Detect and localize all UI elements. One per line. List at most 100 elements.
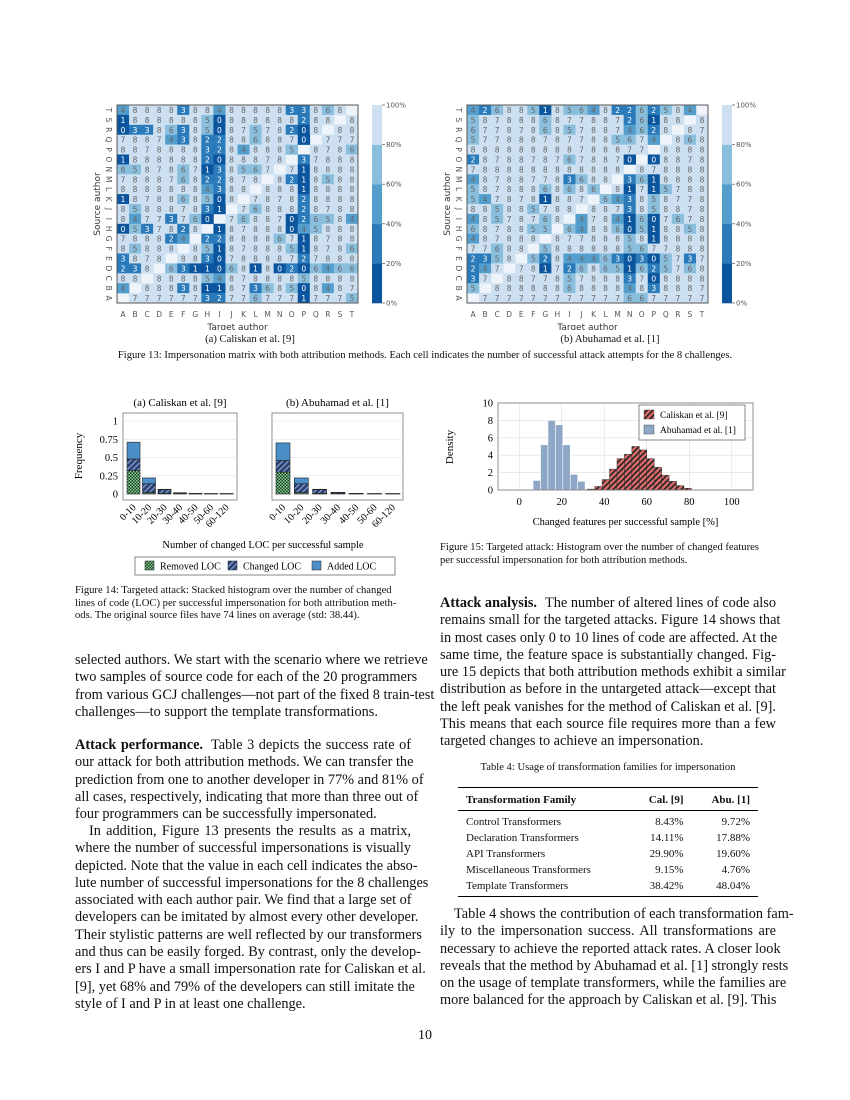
cell-value: 0: [651, 254, 656, 263]
cell-value: 8: [350, 116, 355, 125]
matrix-cell: [527, 204, 540, 215]
impersonation-matrix-caliskan: 4 8 8 8 8 3 8 8 4 8 8 8 8 8 3 3 8 6 81 8 8 8 8 8 8 5 0 8 8 8 8 8 8 2 8 8 80 3…: [93, 102, 406, 331]
matrix-cell: [177, 223, 190, 234]
cell-value: 6: [675, 215, 680, 224]
matrix-cell: [503, 154, 516, 165]
cell-value: 6: [313, 264, 318, 273]
matrix-cell: [527, 124, 540, 135]
matrix-cell: [345, 134, 359, 145]
matrix-cell: [225, 154, 238, 165]
cell-value: 3: [133, 264, 138, 273]
matrix-cell: [563, 154, 576, 165]
matrix-cell: [117, 154, 130, 165]
matrix-cell: [273, 273, 286, 284]
cell-value: 8: [700, 136, 705, 145]
matrix-cell: [141, 223, 154, 234]
cell-value: 4: [121, 284, 126, 293]
matrix-cell: [321, 253, 335, 264]
cell-value: 8: [675, 116, 680, 125]
cell-value: 7: [531, 155, 536, 164]
matrix-cell: [539, 194, 552, 205]
matrix-cell: [683, 194, 697, 205]
matrix-cell: [309, 174, 323, 185]
matrix-cell: [695, 184, 709, 195]
cell-value: 8: [229, 195, 234, 204]
cell-value: 5: [531, 225, 536, 234]
matrix-cell: [491, 253, 504, 264]
matrix-cell: [213, 204, 226, 215]
matrix-cell: [297, 243, 311, 254]
cell-value: 8: [591, 165, 596, 174]
cell-value: 8: [338, 106, 343, 115]
matrix-cell: [611, 293, 624, 304]
histogram-bar-caliskan: [661, 474, 670, 491]
cell-value: 7: [313, 294, 318, 303]
matrix-cell: [201, 114, 214, 126]
cell-value: 8: [193, 225, 198, 234]
legend-label: Caliskan et al. [9]: [660, 411, 728, 421]
bar-segment-added-loc: [275, 442, 291, 461]
cell-value: 8: [483, 175, 488, 184]
matrix-cell: [587, 184, 600, 195]
matrix-cell: [659, 194, 673, 205]
matrix-cell: [249, 253, 262, 264]
matrix-cell: [141, 124, 154, 135]
matrix-cell: [551, 233, 564, 244]
cell-value: 7: [507, 215, 512, 224]
row-label: H: [104, 226, 113, 232]
cell-value: 6: [350, 245, 355, 254]
matrix-cell: [153, 273, 166, 284]
text-line: developers can be imitated by almost eve…: [75, 909, 419, 926]
cell-value: 7: [265, 294, 270, 303]
cell-value: 6: [543, 116, 548, 125]
matrix-cell: [321, 293, 335, 304]
column-label: P: [302, 310, 307, 319]
matrix-cell: [285, 134, 299, 145]
matrix-cell: [117, 253, 130, 264]
matrix-cell: [551, 213, 564, 225]
matrix-cell: [225, 164, 238, 175]
cell-value: 7: [651, 294, 656, 303]
cell-value: 8: [350, 175, 355, 184]
cell-value: 8: [265, 205, 270, 214]
matrix-cell: [671, 233, 685, 244]
cell-value: 4: [591, 254, 596, 263]
matrix-cell: [213, 243, 226, 254]
row-label: H: [454, 226, 463, 232]
matrix-cell: [189, 263, 202, 274]
cell-value: 4: [591, 106, 596, 115]
x-tick-label: 20: [557, 497, 568, 508]
cell-value: 5: [495, 205, 500, 214]
cell-value: 8: [603, 155, 608, 164]
cell-value: 8: [567, 195, 572, 204]
matrix-cell: [623, 263, 636, 274]
matrix-cell: [623, 293, 636, 304]
matrix-cell: [141, 174, 154, 185]
matrix-cell: [515, 293, 528, 304]
table4-caption: Table 4: Usage of transformation familie…: [480, 762, 736, 773]
matrix-cell: [261, 105, 274, 116]
cell-value: 8: [688, 185, 693, 194]
cell-value: 5: [531, 254, 536, 263]
matrix-cell: [659, 243, 673, 254]
matrix-cell: [249, 213, 262, 225]
cell-value: 3: [133, 126, 138, 135]
matrix-cell: [189, 223, 202, 234]
matrix-cell: [647, 204, 661, 215]
cell-value: 8: [639, 195, 644, 204]
cell-value: 6: [253, 136, 258, 145]
matrix-cell: [249, 243, 262, 254]
text-line: Attack performance. Table 3 depicts the s…: [75, 737, 411, 754]
cell-value: 8: [543, 146, 548, 155]
cell-value: 8: [133, 116, 138, 125]
row-label: N: [454, 167, 463, 173]
x-axis-label: Target author: [556, 323, 618, 330]
cell-value: 0: [217, 254, 222, 263]
matrix-cell: [527, 283, 540, 294]
matrix-cell: [201, 174, 214, 185]
text-line: and thus can be easily forged. By contra…: [75, 944, 421, 961]
cell-value: 4: [483, 195, 488, 204]
matrix-cell: [551, 243, 564, 254]
cell-value: 7: [495, 225, 500, 234]
cell-value: 7: [651, 165, 656, 174]
